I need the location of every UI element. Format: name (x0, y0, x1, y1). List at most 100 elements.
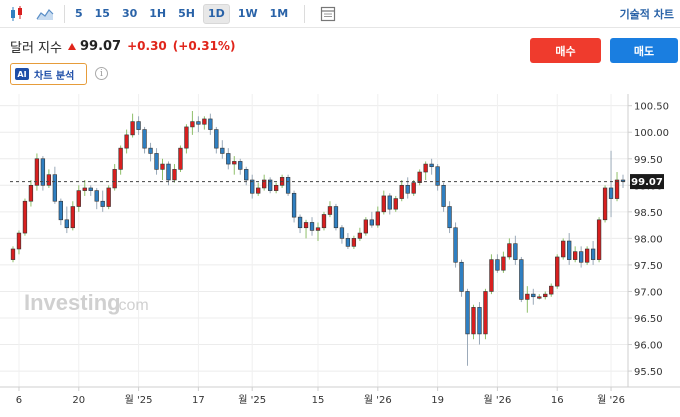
candle (142, 126, 147, 154)
candle (363, 217, 368, 236)
candle (483, 288, 488, 340)
candlestick-icon[interactable] (6, 3, 28, 25)
candle-body (256, 187, 261, 194)
table-view-icon[interactable] (317, 3, 339, 25)
candle-body (441, 184, 446, 207)
candle (513, 235, 518, 265)
candle-body (309, 222, 315, 231)
sell-button[interactable]: 매도 (610, 38, 678, 63)
candle-body (315, 227, 321, 231)
area-chart-icon[interactable] (34, 3, 56, 25)
candle (429, 158, 434, 175)
candle (40, 156, 46, 191)
watermark-logo: Investing (24, 290, 121, 315)
candle-body (244, 169, 249, 181)
technical-chart-link[interactable]: 기술적 차트 (619, 8, 674, 21)
candle-body (483, 291, 488, 335)
candle (46, 169, 52, 188)
timeframe-1w[interactable]: 1W (237, 7, 258, 20)
info-icon[interactable]: i (95, 67, 108, 80)
candle-body (10, 248, 16, 260)
candle (58, 198, 63, 226)
candle-body (100, 200, 105, 207)
candle (244, 166, 249, 186)
candle (238, 158, 243, 175)
candle (501, 251, 506, 273)
candle (309, 217, 315, 236)
candle (614, 172, 620, 202)
candle (441, 182, 446, 212)
candle-body (118, 147, 123, 170)
candle-body (393, 198, 398, 210)
candle-body (40, 158, 46, 186)
candle-body (82, 187, 87, 191)
candle (220, 140, 225, 159)
candle-body (477, 307, 482, 335)
candle-body (64, 219, 69, 229)
x-tick-label: 월 '25 (125, 394, 153, 406)
candle (519, 256, 524, 303)
candle-body (590, 248, 596, 260)
y-tick-label: 96.00 (634, 341, 663, 352)
candle-body (429, 163, 434, 168)
candle (297, 214, 303, 234)
candle (495, 254, 500, 273)
candle (459, 259, 464, 297)
candle-body (232, 161, 237, 165)
candle (303, 219, 309, 239)
candle-body (357, 232, 363, 239)
candle-body (28, 184, 34, 202)
candle-body (596, 219, 602, 260)
timeframe-30[interactable]: 30 (121, 7, 138, 20)
buy-button[interactable]: 매수 (530, 38, 601, 63)
timeframe-15[interactable]: 15 (94, 7, 110, 20)
candle (369, 211, 374, 228)
candle (256, 182, 261, 196)
candle (262, 174, 267, 191)
candle-body (166, 163, 171, 181)
candle (465, 288, 470, 366)
timeframe-1h[interactable]: 1H (149, 7, 167, 20)
last-price-label: 99.07 (631, 177, 663, 188)
price-chart[interactable]: Investing .com 95.50 96.00 96.50 97.00 97.50… (0, 94, 680, 417)
y-tick-label: 96.50 (634, 314, 663, 325)
candle-body (16, 232, 22, 250)
timeframe-5h[interactable]: 5H (178, 7, 196, 20)
candle (178, 145, 183, 173)
candle (393, 195, 398, 212)
timeframe-1m[interactable]: 1M (269, 7, 289, 20)
candle (202, 116, 207, 130)
candle-body (453, 227, 458, 263)
candle-body (184, 126, 189, 149)
x-tick-label: 6 (16, 395, 22, 406)
timeframe-1d[interactable]: 1D (203, 3, 230, 24)
candle (590, 241, 596, 265)
candle-body (238, 161, 243, 170)
ai-chart-analysis-button[interactable]: AI 차트 분석 (10, 63, 87, 85)
candle (471, 304, 476, 340)
x-tick-label: 20 (72, 395, 85, 406)
candle-body (106, 187, 111, 207)
candle-body (489, 259, 494, 292)
candle (608, 150, 614, 218)
candle-body (375, 211, 380, 226)
candle-body (220, 147, 225, 154)
candle-body (333, 206, 339, 229)
candle-body (501, 256, 506, 271)
candle-body (423, 163, 428, 173)
instrument-name: 달러 지수 (10, 40, 62, 56)
candle (357, 227, 363, 242)
candle-body (507, 243, 512, 258)
candle (405, 177, 410, 199)
toolbar-divider (64, 4, 65, 23)
candle-body (76, 190, 81, 207)
candle (16, 230, 22, 255)
candle-body (94, 190, 99, 202)
x-tick-label: 19 (431, 395, 444, 406)
candle-body (561, 240, 566, 258)
candle-body (124, 134, 129, 149)
timeframe-5[interactable]: 5 (75, 7, 83, 20)
candle (10, 246, 16, 263)
candle (555, 254, 560, 289)
x-tick-label: 월 '26 (483, 394, 511, 406)
